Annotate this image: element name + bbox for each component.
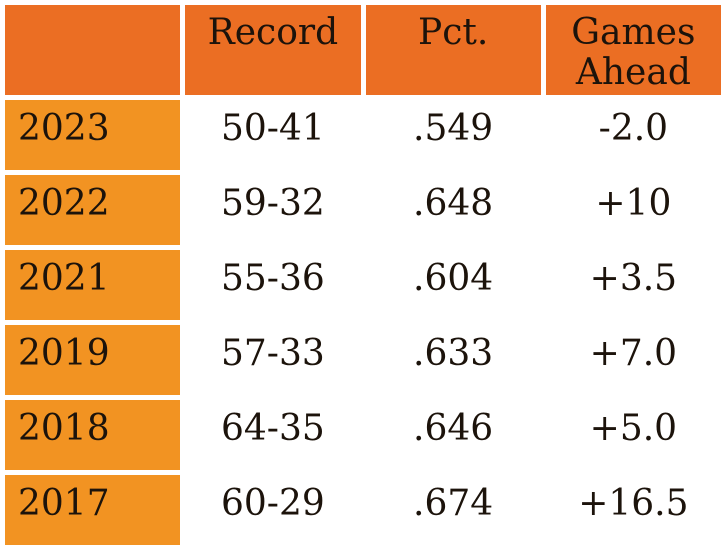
games-ahead-cell: +5.0 [545,400,721,470]
table-header: Record Pct. Games Ahead [5,5,721,95]
year-cell: 2017 [5,475,181,545]
table-body: 2023 50-41 .549 -2.0 2022 59-32 .648 +10… [5,100,721,545]
year-cell: 2023 [5,100,181,170]
pct-cell: .549 [365,100,541,170]
header-record: Record [185,5,361,95]
pct-cell: .604 [365,250,541,320]
pct-cell: .674 [365,475,541,545]
table-row: 2017 60-29 .674 +16.5 [5,475,721,545]
pct-cell: .648 [365,175,541,245]
header-games-ahead: Games Ahead [545,5,721,95]
record-cell: 50-41 [185,100,361,170]
header-pct: Pct. [365,5,541,95]
year-cell: 2022 [5,175,181,245]
year-cell: 2018 [5,400,181,470]
record-cell: 64-35 [185,400,361,470]
table-row: 2018 64-35 .646 +5.0 [5,400,721,470]
table-row: 2021 55-36 .604 +3.5 [5,250,721,320]
games-ahead-cell: +16.5 [545,475,721,545]
year-cell: 2021 [5,250,181,320]
table-row: 2022 59-32 .648 +10 [5,175,721,245]
record-cell: 59-32 [185,175,361,245]
games-ahead-cell: +7.0 [545,325,721,395]
pct-cell: .633 [365,325,541,395]
table-row: 2019 57-33 .633 +7.0 [5,325,721,395]
pct-cell: .646 [365,400,541,470]
games-ahead-cell: +10 [545,175,721,245]
table-row: 2023 50-41 .549 -2.0 [5,100,721,170]
year-cell: 2019 [5,325,181,395]
games-ahead-cell: -2.0 [545,100,721,170]
games-ahead-cell: +3.5 [545,250,721,320]
record-cell: 57-33 [185,325,361,395]
record-cell: 60-29 [185,475,361,545]
record-cell: 55-36 [185,250,361,320]
header-year-blank [5,5,181,95]
header-row: Record Pct. Games Ahead [5,5,721,95]
